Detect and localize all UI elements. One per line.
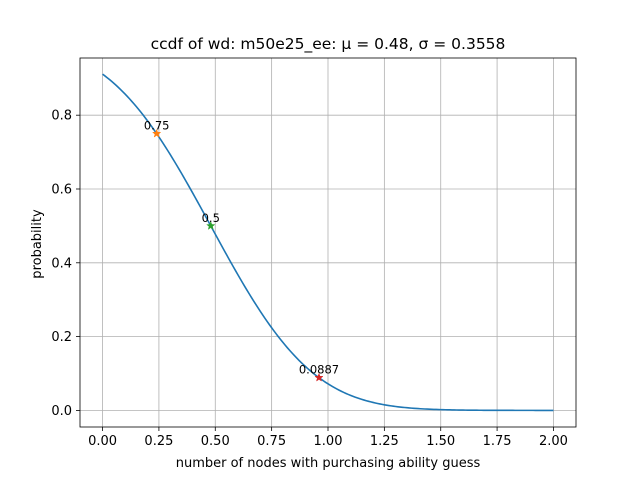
- x-tick-label: 0.00: [88, 434, 117, 449]
- y-axis-label: probability: [30, 209, 45, 279]
- y-tick-label: 0.4: [51, 256, 72, 271]
- x-tick-label: 0.75: [257, 434, 286, 449]
- x-tick-label: 1.50: [426, 434, 455, 449]
- marker-star: [314, 372, 324, 382]
- marker-layer: 0.75 0.5 0.0887: [144, 119, 339, 382]
- y-tick-label: 0.6: [51, 182, 72, 197]
- x-tick-label: 1.00: [314, 434, 343, 449]
- x-tick-label: 1.75: [483, 434, 512, 449]
- grid-layer: [80, 58, 576, 427]
- ccdf-series-line: [102, 73, 554, 412]
- y-tick-label: 0.2: [51, 330, 72, 345]
- line-layer: [102, 73, 554, 412]
- marker-star: [206, 220, 216, 230]
- chart-title: ccdf of wd: m50e25_ee: μ = 0.48, σ = 0.3…: [151, 35, 506, 54]
- marker-label: 0.0887: [299, 363, 339, 377]
- x-tick-label: 0.25: [144, 434, 173, 449]
- y-tick-label: 0.8: [51, 109, 72, 124]
- marker-star: [151, 128, 162, 138]
- x-tick-label: 0.50: [201, 434, 230, 449]
- marker-label: 0.75: [144, 119, 170, 133]
- marker-label: 0.5: [202, 211, 220, 225]
- tick-layer: 0.00 0.25 0.50 0.75 1.00 1.25 1.50 1.75 2.00 0.0 0…: [51, 109, 568, 449]
- x-tick-label: 2.00: [539, 434, 568, 449]
- y-tick-label: 0.0: [51, 404, 72, 419]
- x-tick-label: 1.25: [370, 434, 399, 449]
- x-axis-label: number of nodes with purchasing ability …: [176, 456, 481, 471]
